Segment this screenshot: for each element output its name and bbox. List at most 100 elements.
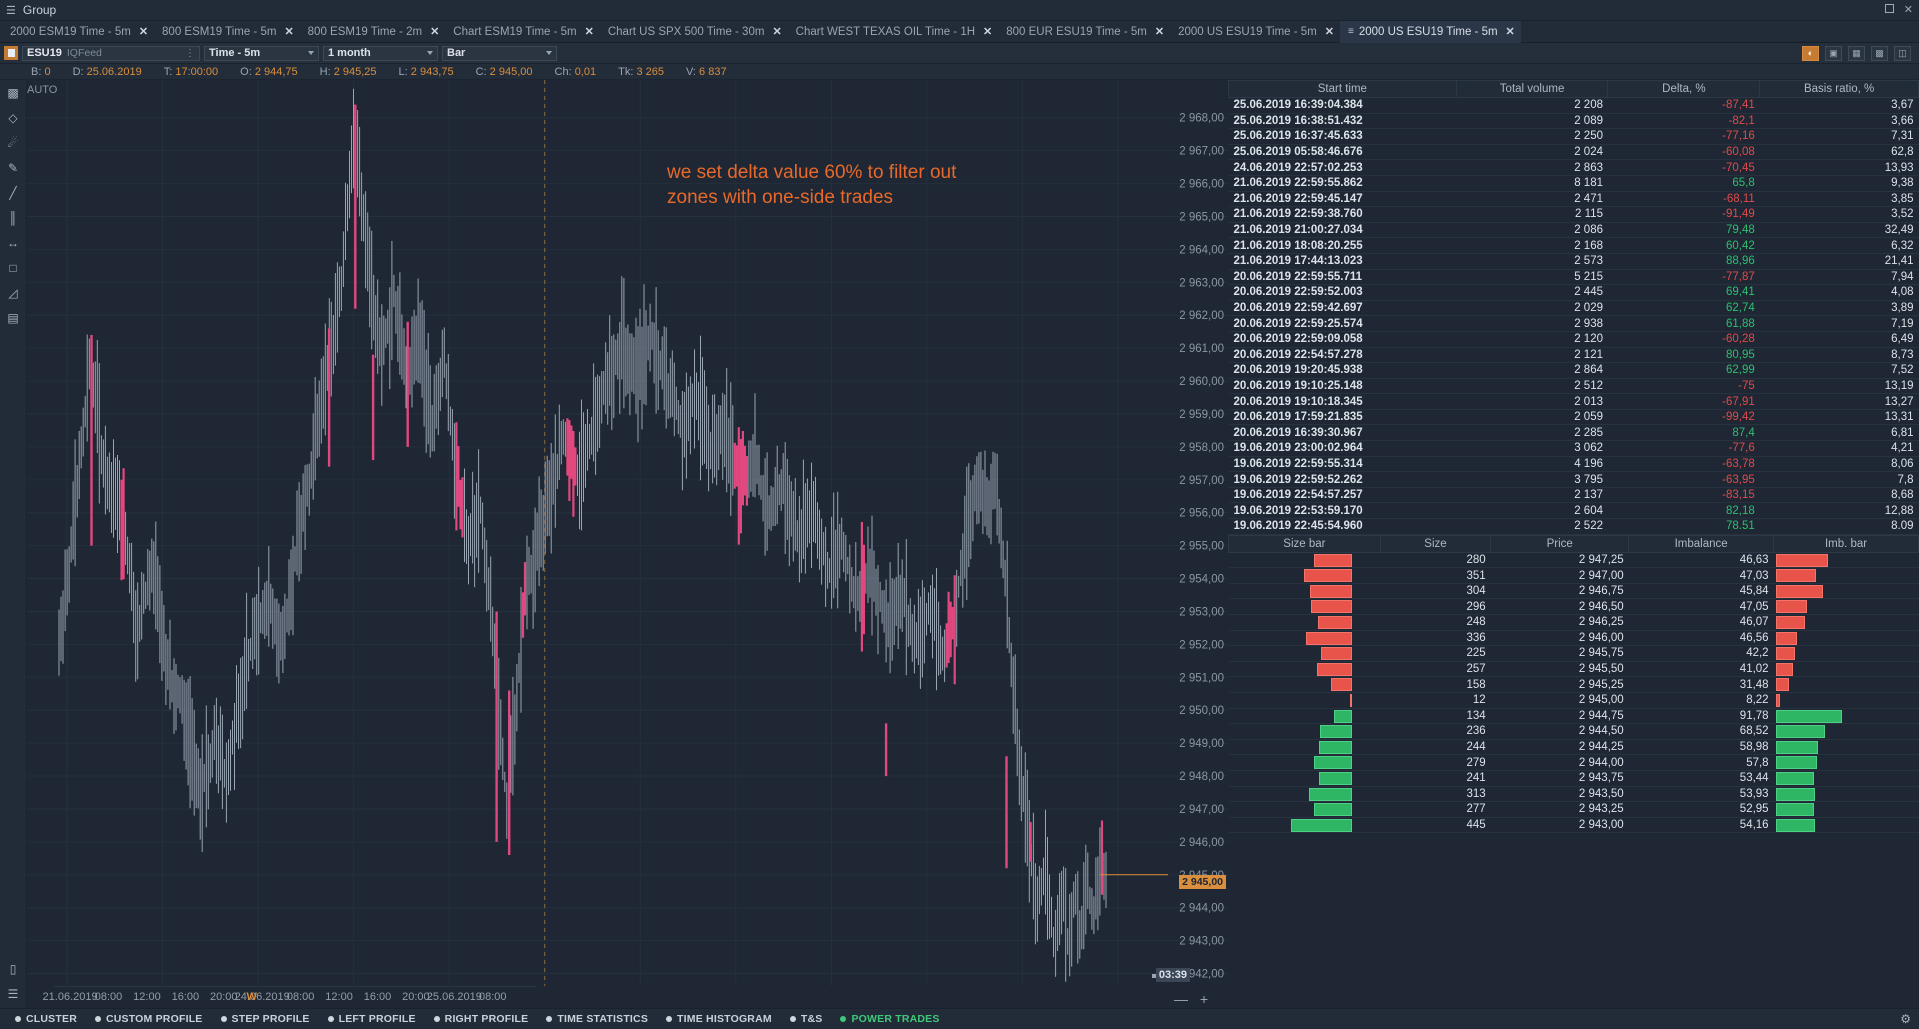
color-swatch-button[interactable] — [4, 46, 18, 60]
close-icon[interactable]: ✕ — [138, 26, 149, 38]
table-row[interactable]: 225 2 945,75 42,2 — [1228, 645, 1919, 662]
table-row[interactable]: 20.06.2019 22:59:25.574 2 938 61,88 7,19 — [1228, 315, 1919, 332]
table-row[interactable]: 20.06.2019 22:59:42.697 2 029 62,74 3,89 — [1228, 300, 1919, 317]
vertical-line-icon[interactable]: ║ — [8, 210, 18, 225]
tab-1[interactable]: 800 ESM19 Time - 5m ✕ — [154, 21, 300, 43]
tab-0[interactable]: 2000 ESM19 Time - 5m ✕ — [2, 21, 154, 43]
table-row[interactable]: 134 2 944,75 91,78 — [1228, 708, 1919, 725]
table-row[interactable]: 20.06.2019 19:10:18.345 2 013 -67,91 13,27 — [1228, 393, 1919, 410]
table-row[interactable]: 296 2 946,50 47,05 — [1228, 598, 1919, 615]
table-row[interactable]: 158 2 945,25 31,48 — [1228, 676, 1919, 693]
table-row[interactable]: 19.06.2019 22:53:59.170 2 604 82,18 12,88 — [1228, 502, 1919, 520]
table-row[interactable]: 20.06.2019 17:59:21.835 2 059 -99,42 13,31 — [1228, 409, 1919, 426]
list-icon[interactable]: ☰ — [7, 986, 19, 1001]
table-row[interactable]: 241 2 943,75 53,44 — [1228, 770, 1919, 787]
table-row[interactable]: 19.06.2019 22:54:57.257 2 137 -83,15 8,68 — [1228, 487, 1919, 504]
table-row[interactable]: 20.06.2019 19:10:25.148 2 512 -75 13,19 — [1228, 378, 1919, 395]
pencil-icon[interactable]: ✎ — [7, 160, 19, 175]
tab-2[interactable]: 800 ESM19 Time - 2m ✕ — [300, 21, 446, 43]
price-chart[interactable]: AUTO 2 968,00 2 967,00 2 966,00 2 965,00 2 9… — [27, 80, 1228, 1008]
footer-tab-time-statistics[interactable]: TIME STATISTICS — [537, 1009, 657, 1029]
table-row[interactable]: 20.06.2019 16:39:30.967 2 285 87,4 6,81 — [1228, 424, 1919, 442]
close-icon[interactable]: ✕ — [1154, 26, 1165, 38]
table-row[interactable]: 25.06.2019 05:58:46.676 2 024 -60,08 62,8 — [1228, 144, 1919, 161]
table-row[interactable]: 20.06.2019 22:59:52.003 2 445 69,41 4,08 — [1228, 284, 1919, 301]
panel-icon[interactable]: ◫ — [1894, 45, 1911, 61]
footer-tab-left-profile[interactable]: LEFT PROFILE — [319, 1009, 425, 1029]
restore-icon[interactable] — [1884, 4, 1894, 16]
table-row[interactable]: 25.06.2019 16:38:51.432 2 089 -82,1 3,66 — [1228, 113, 1919, 130]
table-row[interactable]: 21.06.2019 22:59:45.147 2 471 -68,11 3,85 — [1228, 191, 1919, 208]
table-row[interactable]: 19.06.2019 22:59:55.314 4 196 -63,78 8,06 — [1228, 456, 1919, 473]
footer-tab-cluster[interactable]: CLUSTER — [6, 1009, 86, 1029]
table-row[interactable]: 20.06.2019 22:59:09.058 2 120 -60,28 6,49 — [1228, 331, 1919, 348]
power-trades-table[interactable]: Start time Total volume Delta, % Basis rati… — [1228, 80, 1919, 535]
table-row[interactable]: 21.06.2019 21:00:27.034 2 086 79,48 32,49 — [1228, 222, 1919, 239]
footer-tab-step-profile[interactable]: STEP PROFILE — [212, 1009, 319, 1029]
table-row[interactable]: 20.06.2019 22:59:55.711 5 215 -77,87 7,94 — [1228, 269, 1919, 286]
close-icon[interactable]: ✕ — [983, 26, 993, 38]
tab-4[interactable]: Chart US SPX 500 Time - 30m ✕ — [600, 21, 788, 43]
tab-menu-icon[interactable]: ≡ — [1348, 26, 1354, 37]
close-icon[interactable]: ✕ — [1903, 3, 1913, 16]
close-icon[interactable]: ✕ — [772, 26, 782, 38]
footer-tab-power-trades[interactable]: POWER TRADES — [831, 1009, 948, 1029]
table-row[interactable]: 244 2 944,25 58,98 — [1228, 739, 1919, 756]
table-row[interactable]: 277 2 943,25 52,95 — [1228, 801, 1919, 818]
column-header-2[interactable]: Delta, % — [1607, 80, 1761, 98]
column-header-3[interactable]: Imbalance — [1628, 534, 1775, 553]
footer-tab-time-histogram[interactable]: TIME HISTOGRAM — [657, 1009, 781, 1029]
text-tool-icon[interactable]: ▤ — [7, 310, 19, 325]
table-row[interactable]: 445 2 943,00 54,16 — [1228, 817, 1919, 834]
camera-icon[interactable]: ▣ — [1825, 45, 1842, 61]
tab-8[interactable]: ≡ 2000 US ESU19 Time - 5m ✕ — [1340, 20, 1521, 43]
table-row[interactable]: 257 2 945,50 41,02 — [1228, 661, 1919, 678]
fib-icon[interactable]: ◿ — [8, 285, 18, 300]
grid-toggle-icon[interactable]: ▯ — [9, 961, 17, 976]
close-icon[interactable]: ✕ — [584, 26, 594, 38]
close-icon[interactable]: ✕ — [1505, 26, 1515, 38]
imbalance-ladder-table[interactable]: Size bar Size Price Imbalance Imb. bar 280 2 … — [1228, 534, 1919, 834]
table-row[interactable]: 336 2 946,00 46,56 — [1228, 630, 1919, 647]
charttype-select[interactable]: Bar — [442, 45, 557, 61]
link-icon[interactable]: ▩ — [1871, 45, 1888, 61]
column-header-1[interactable]: Size — [1379, 534, 1492, 553]
column-header-2[interactable]: Price — [1490, 534, 1630, 553]
table-row[interactable]: 19.06.2019 23:00:02.964 3 062 -77,6 4,21 — [1228, 440, 1919, 457]
table-row[interactable]: 25.06.2019 16:37:45.633 2 250 -77,16 7,31 — [1228, 128, 1919, 145]
table-row[interactable]: 25.06.2019 16:39:04.384 2 208 -87,41 3,67 — [1228, 97, 1919, 114]
tab-5[interactable]: Chart WEST TEXAS OIL Time - 1H ✕ — [788, 21, 999, 43]
table-row[interactable]: 21.06.2019 22:59:55.862 8 181 65,8 9,38 — [1228, 175, 1919, 192]
table-row[interactable]: 24.06.2019 22:57:02.253 2 863 -70,45 13,93 — [1228, 159, 1919, 176]
table-row[interactable]: 351 2 947,00 47,03 — [1228, 567, 1919, 584]
zoom-out-button[interactable]: — — [1174, 991, 1188, 1007]
tab-6[interactable]: 800 EUR ESU19 Time - 5m ✕ — [998, 21, 1170, 43]
column-header-1[interactable]: Total volume — [1455, 80, 1609, 98]
zoom-in-button[interactable]: + — [1199, 991, 1208, 1007]
table-row[interactable]: 21.06.2019 18:08:20.255 2 168 60,42 6,32 — [1228, 237, 1919, 254]
table-row[interactable]: 12 2 945,00 8,22 — [1228, 692, 1919, 709]
rectangle-icon[interactable]: □ — [9, 260, 17, 275]
table-row[interactable]: 304 2 946,75 45,84 — [1228, 583, 1919, 600]
table-row[interactable]: 280 2 947,25 46,63 — [1228, 552, 1919, 569]
close-icon[interactable]: ✕ — [430, 26, 440, 38]
table-row[interactable]: 20.06.2019 22:54:57.278 2 121 80,95 8,73 — [1228, 347, 1919, 364]
table-row[interactable]: 21.06.2019 22:59:38.760 2 115 -91,49 3,52 — [1228, 206, 1919, 223]
tab-7[interactable]: 2000 US ESU19 Time - 5m ✕ — [1170, 21, 1340, 43]
alert-bell-icon[interactable]: ☄ — [7, 135, 19, 150]
indicator-icon[interactable]: ◐ — [1802, 45, 1819, 61]
hamburger-icon[interactable]: ☰ — [6, 4, 16, 17]
table-row[interactable]: 19.06.2019 22:45:54.960 2 522 78.51 8.09 — [1228, 518, 1919, 535]
horizontal-line-icon[interactable]: ↔ — [7, 235, 19, 250]
period-select[interactable]: 1 month — [323, 45, 438, 61]
close-icon[interactable]: ✕ — [1324, 26, 1334, 38]
more-options-icon[interactable]: ⋮ — [185, 47, 195, 59]
ruler-icon[interactable]: ╱ — [9, 185, 17, 200]
instrument-field[interactable]: ESU19 IQFeed ⋮ — [22, 45, 200, 61]
column-header-4[interactable]: Imb. bar — [1773, 534, 1919, 553]
column-header-0[interactable]: Start time — [1228, 80, 1457, 98]
table-row[interactable]: 236 2 944,50 68,52 — [1228, 723, 1919, 740]
time-axis[interactable]: 21.06.2019 08:00 12:00 16:00 20:00 24.06.2019… — [43, 986, 537, 1008]
column-header-0[interactable]: Size bar — [1228, 534, 1381, 553]
table-row[interactable]: 279 2 944,00 57,8 — [1228, 754, 1919, 771]
